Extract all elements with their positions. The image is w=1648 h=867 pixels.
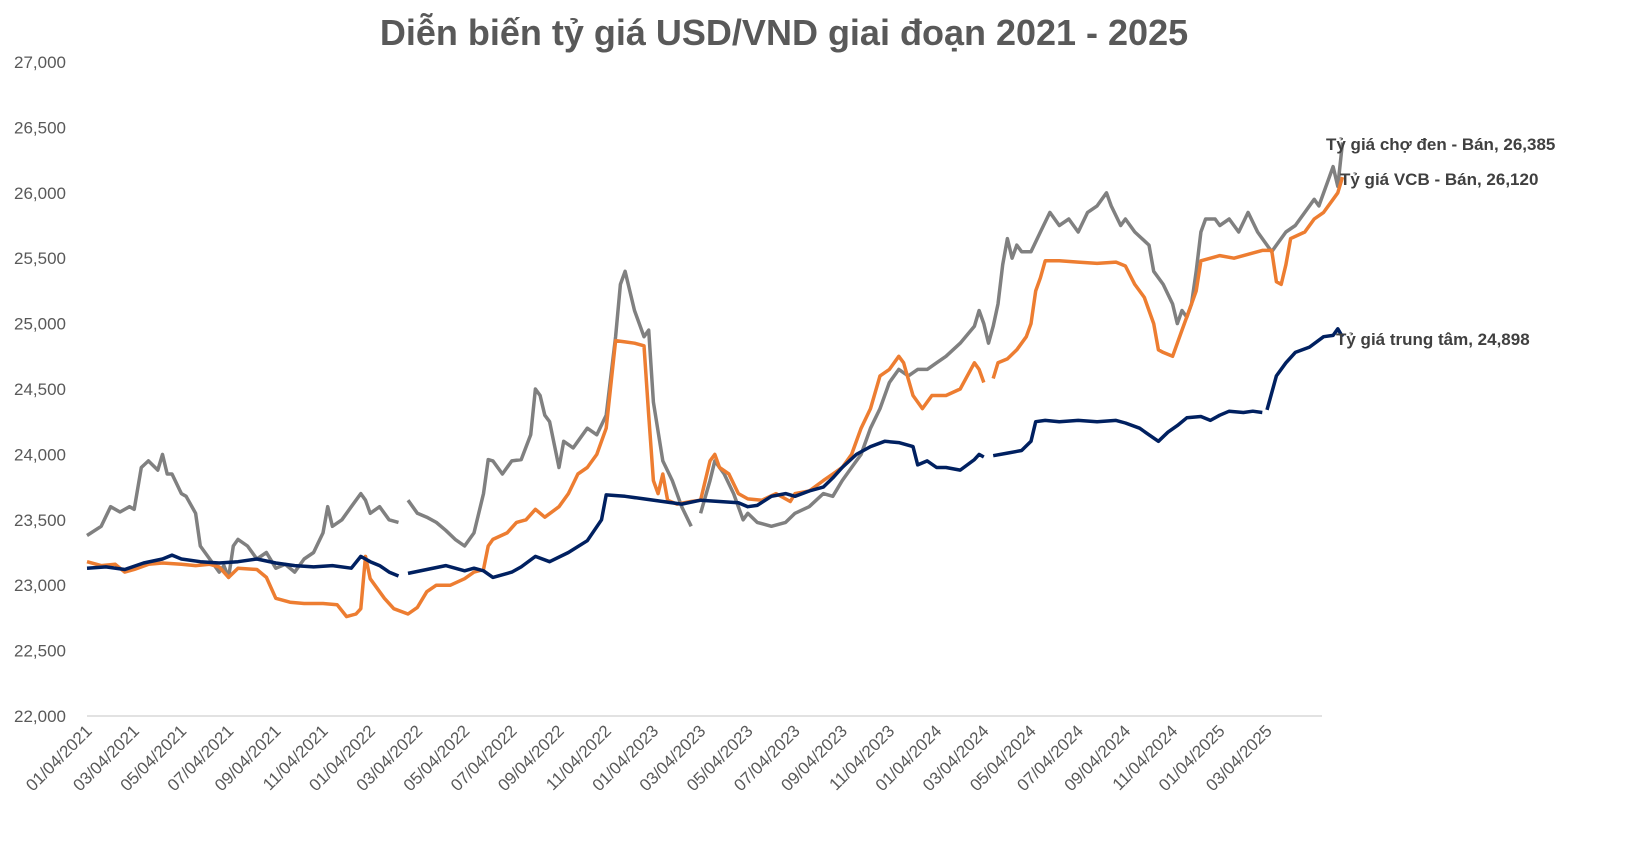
y-tick-label: 24,000 [14, 445, 66, 464]
series-line-1 [86, 176, 1345, 619]
series-end-label: Tỷ giá VCB - Bán, 26,120 [1340, 170, 1538, 189]
y-tick-label: 24,500 [14, 380, 66, 399]
y-tick-label: 25,000 [14, 315, 66, 334]
y-tick-label: 22,000 [14, 707, 66, 726]
x-axis: 01/04/202103/04/202105/04/202107/04/2021… [22, 721, 1276, 795]
series-layer [86, 142, 1345, 619]
series-end-label: Tỷ giá chợ đen - Bán, 26,385 [1326, 135, 1555, 154]
end-labels: Tỷ giá chợ đen - Bán, 26,385 Tỷ giá VCB -… [1326, 135, 1555, 349]
y-axis: 22,000 22,500 23,000 23,500 24,000 24,500 25,0… [14, 53, 66, 726]
y-tick-label: 26,000 [14, 184, 66, 203]
series-end-label: Tỷ giá trung tâm, 24,898 [1336, 330, 1530, 349]
y-tick-label: 22,500 [14, 642, 66, 661]
y-tick-label: 23,000 [14, 576, 66, 595]
y-tick-label: 26,500 [14, 118, 66, 137]
series-line-0 [86, 142, 1345, 580]
chart-title: Diễn biến tỷ giá USD/VND giai đoạn 2021 … [379, 12, 1189, 53]
y-tick-label: 27,000 [14, 53, 66, 72]
y-tick-label: 23,500 [14, 511, 66, 530]
y-tick-label: 25,500 [14, 249, 66, 268]
series-line-2 [86, 327, 1345, 580]
